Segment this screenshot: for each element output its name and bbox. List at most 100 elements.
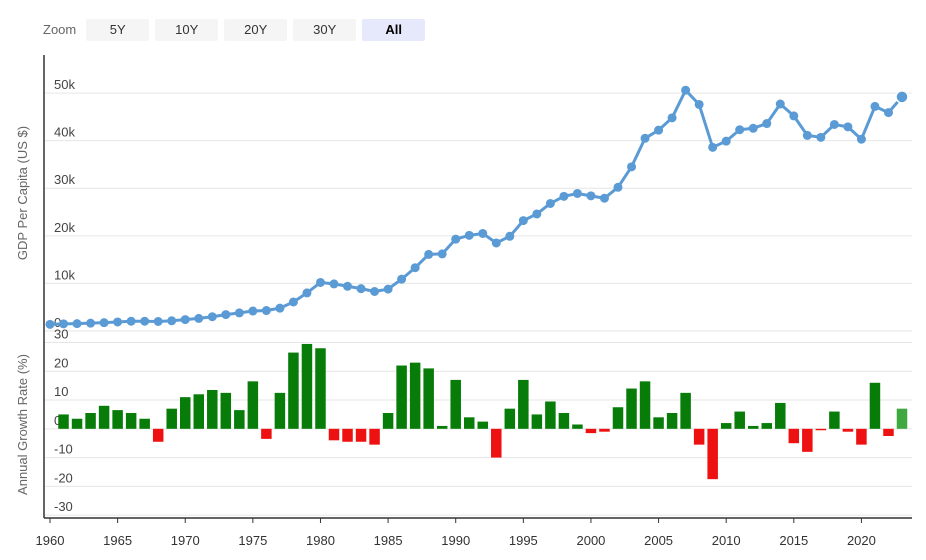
gdp-point [194, 313, 204, 323]
gdp-point [721, 136, 731, 146]
growth-bar [112, 410, 123, 429]
gdp-point [221, 310, 231, 320]
gdp-point [234, 308, 244, 318]
growth-bar [856, 428, 867, 445]
growth-bar [450, 379, 461, 429]
line-y-tick-label: 10k [54, 267, 75, 282]
gdp-point [113, 317, 123, 327]
gdp-point [356, 284, 366, 294]
growth-bar [463, 417, 475, 429]
growth-bar [491, 428, 502, 458]
gdp-point [275, 303, 285, 313]
gdp-point [99, 318, 109, 328]
growth-bar [639, 381, 651, 429]
zoom-30y-button[interactable]: 30Y [293, 18, 357, 41]
growth-bar [71, 418, 83, 429]
growth-bar [693, 428, 705, 445]
gdp-point [302, 288, 312, 298]
line-y-tick-label: 40k [54, 125, 75, 140]
growth-bar [436, 425, 448, 429]
growth-bar [720, 423, 732, 429]
line-y-tick-label: 0 [54, 315, 61, 330]
gdp-point [843, 122, 853, 132]
growth-bar [815, 428, 827, 431]
gdp-point [153, 316, 163, 326]
gdp-point [370, 287, 380, 297]
growth-bar [504, 408, 516, 429]
growth-bar [734, 411, 745, 429]
gdp-point [248, 306, 258, 316]
gdp-point [478, 228, 488, 238]
gdp-point [59, 319, 69, 329]
growth-bar [680, 392, 691, 429]
x-tick-label: 2000 [576, 533, 605, 548]
bar-y-tick-label: -30 [54, 499, 73, 514]
growth-bar [234, 410, 245, 429]
gdp-point [329, 279, 339, 289]
growth-bar [477, 421, 489, 429]
growth-bar [829, 411, 840, 429]
zoom-5y-button[interactable]: 5Y [86, 18, 150, 41]
gdp-point [451, 234, 461, 244]
growth-bar [98, 405, 110, 429]
growth-bar [139, 418, 150, 429]
gdp-point [383, 284, 393, 294]
gdp-point [654, 125, 664, 135]
growth-bar [355, 428, 367, 442]
growth-bar [328, 428, 340, 441]
growth-bar [274, 392, 286, 429]
zoom-all-button[interactable]: All [362, 18, 426, 41]
line-y-tick-label: 50k [54, 77, 75, 92]
growth-bar [626, 388, 637, 429]
growth-bar [869, 382, 881, 429]
growth-bar [585, 428, 597, 434]
gdp-point [883, 108, 893, 118]
gdp-point [708, 142, 718, 152]
growth-bar [369, 428, 380, 445]
gdp-point [762, 119, 772, 129]
line-y-tick-label: 30k [54, 172, 75, 187]
growth-bar [261, 428, 272, 439]
x-tick-label: 1990 [441, 533, 470, 548]
growth-bar [531, 414, 543, 429]
gdp-point [545, 198, 555, 208]
growth-bar [707, 428, 718, 480]
bar-y-tick-label: 0 [54, 413, 61, 428]
zoom-20y-button[interactable]: 20Y [224, 18, 288, 41]
gdp-point [789, 111, 799, 121]
gdp-point [410, 263, 420, 273]
growth-bar [220, 392, 232, 429]
growth-bar [518, 379, 529, 429]
x-tick-label: 2005 [644, 533, 673, 548]
x-tick-label: 1985 [374, 533, 403, 548]
growth-bar [599, 428, 610, 432]
gdp-point [45, 319, 55, 329]
growth-bar [247, 381, 259, 429]
growth-bar [166, 408, 177, 429]
growth-bar [612, 407, 624, 429]
growth-bar [747, 425, 759, 429]
gdp-point [681, 85, 691, 95]
x-tick-label: 2010 [712, 533, 741, 548]
gdp-point [640, 133, 650, 143]
gdp-point [397, 274, 407, 284]
gdp-point [532, 209, 542, 219]
growth-bar [545, 401, 556, 429]
zoom-label: Zoom [43, 22, 77, 37]
gdp-line [49, 88, 904, 326]
growth-bar [572, 424, 583, 429]
growth-bar [301, 343, 313, 429]
gdp-point [505, 231, 515, 241]
zoom-10y-button[interactable]: 10Y [155, 18, 219, 41]
gdp-point [288, 297, 298, 307]
gdp-point [424, 249, 434, 259]
bar-y-tick-label: 30 [54, 327, 68, 342]
gdp-point [140, 316, 150, 326]
growth-bar [288, 352, 299, 429]
gdp-point [572, 188, 582, 198]
gdp-point [126, 316, 136, 326]
x-tick-label: 2015 [779, 533, 808, 548]
gdp-point [86, 318, 96, 328]
gdp-point [518, 216, 528, 226]
